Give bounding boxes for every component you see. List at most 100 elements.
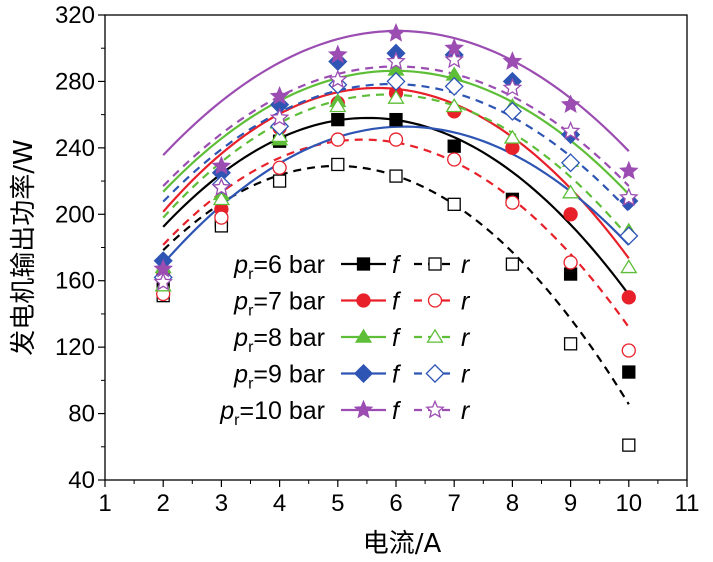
x-tick-label: 4 [273,490,286,517]
legend-marker-r [425,363,445,384]
y-tick-label: 200 [55,201,95,228]
data-point-10-bar-r [502,77,523,97]
series-layer [153,22,639,452]
legend-marker-f [356,293,371,308]
data-point-10-bar-f [386,22,406,42]
x-tick-label: 2 [157,490,170,517]
legend-label: pr=8 bar [233,324,325,356]
legend-row: pr=8 bar f r [233,324,471,356]
legend-text-r: r [461,288,471,316]
legend-marker-r [427,293,443,308]
data-point-6-bar-r [331,157,345,172]
data-point-10-bar-f [327,44,348,64]
x-tick-label: 3 [215,490,228,517]
x-tick-label: 1 [98,490,111,517]
data-point-6-bar-r [389,169,403,183]
data-point-7-bar-r [388,132,404,147]
x-tick-label: 6 [389,490,402,517]
data-point-6-bar-f [622,365,636,379]
data-point-10-bar-r [269,107,290,127]
legend-marker-f [353,399,374,419]
series-line-9-bar-f [162,125,630,265]
data-point-6-bar-r [272,174,287,188]
data-point-8-bar-r [329,98,347,113]
legend-text-r: r [461,251,471,279]
data-point-9-bar-r [386,71,406,91]
legend-text-r: r [461,324,471,352]
data-point-10-bar-f [211,155,232,175]
data-point-7-bar-r [272,160,287,175]
legend-row: pr=6 bar f r [233,251,471,283]
data-point-7-bar-r [447,152,462,167]
data-point-10-bar-r [327,69,348,89]
legend-row: pr=9 bar f r [233,361,471,393]
data-point-8-bar-r [387,89,405,104]
x-axis-title: 电流/A [363,529,442,559]
y-tick-label: 160 [55,268,95,295]
x-tick-label: 5 [331,490,344,517]
x-tick-label: 8 [506,490,519,517]
data-point-6-bar-r [622,438,636,452]
data-point-7-bar-r [621,343,636,358]
data-point-10-bar-r [618,187,639,207]
data-point-6-bar-f [563,267,578,281]
data-point-8-bar-r [445,98,463,113]
legend-marker-r [426,328,444,343]
legend-text-f: f [392,324,402,352]
x-tick-label: 10 [615,490,642,517]
x-tick-label: 9 [564,490,577,517]
legend-text-f: f [392,251,402,279]
data-point-10-bar-f [502,51,523,70]
data-point-9-bar-r [502,101,522,121]
data-point-10-bar-f [560,94,581,114]
data-point-8-bar-r [620,259,638,274]
data-point-7-bar-f [621,290,636,305]
legend-marker-f [354,328,373,343]
legend-text-f: f [392,288,402,316]
data-point-10-bar-r [560,120,581,140]
legend-label: pr=6 bar [233,251,325,283]
data-point-10-bar-r [386,51,406,70]
x-tick-label: 11 [675,490,700,517]
data-point-10-bar-f [269,86,290,105]
data-point-10-bar-f [618,160,639,180]
data-point-9-bar-r [561,153,581,173]
data-point-10-bar-r [153,272,174,291]
legend-label: pr=9 bar [233,361,325,393]
x-tick-label: 7 [448,490,461,517]
legend: pr=6 bar f r pr=7 bar f r pr=8 bar f r pr=9 bar f r… [219,251,471,429]
data-point-6-bar-r [447,197,461,211]
legend-label: pr=10 bar [219,397,325,429]
y-tick-label: 320 [55,2,95,29]
y-tick-label: 240 [55,135,95,162]
data-point-9-bar-r [619,226,639,246]
data-point-7-bar-r [214,210,229,225]
legend-marker-r [428,257,442,271]
legend-text-r: r [461,361,471,389]
data-point-10-bar-r [444,49,465,69]
data-point-7-bar-f [563,207,578,222]
data-point-6-bar-f [447,139,461,153]
data-point-8-bar-r [212,191,230,206]
data-point-7-bar-r [563,255,578,270]
legend-label: pr=7 bar [233,288,325,320]
series-line-7-bar-r [162,138,630,328]
data-point-6-bar-r [505,257,520,271]
data-point-6-bar-r [563,337,578,351]
legend-text-f: f [392,361,402,389]
legend-marker-f [353,363,374,384]
data-point-7-bar-r [330,132,345,147]
legend-marker-r [425,399,445,419]
legend-marker-f [356,257,371,271]
legend-text-f: f [392,397,402,425]
y-tick-label: 80 [68,401,95,428]
data-point-7-bar-r [505,195,520,210]
legend-row: pr=7 bar f r [233,288,471,320]
data-point-8-bar-r [503,129,521,144]
data-point-6-bar-f [389,112,403,127]
y-tick-label: 120 [55,334,95,361]
axes: 1 2 3 4 5 6 7 8 9 10 11 40 80 120 160 200 240 280 320 电流/A 发… [9,2,699,559]
legend-text-r: r [461,397,471,425]
y-axis-title: 发电机输出功率/W [9,139,39,355]
